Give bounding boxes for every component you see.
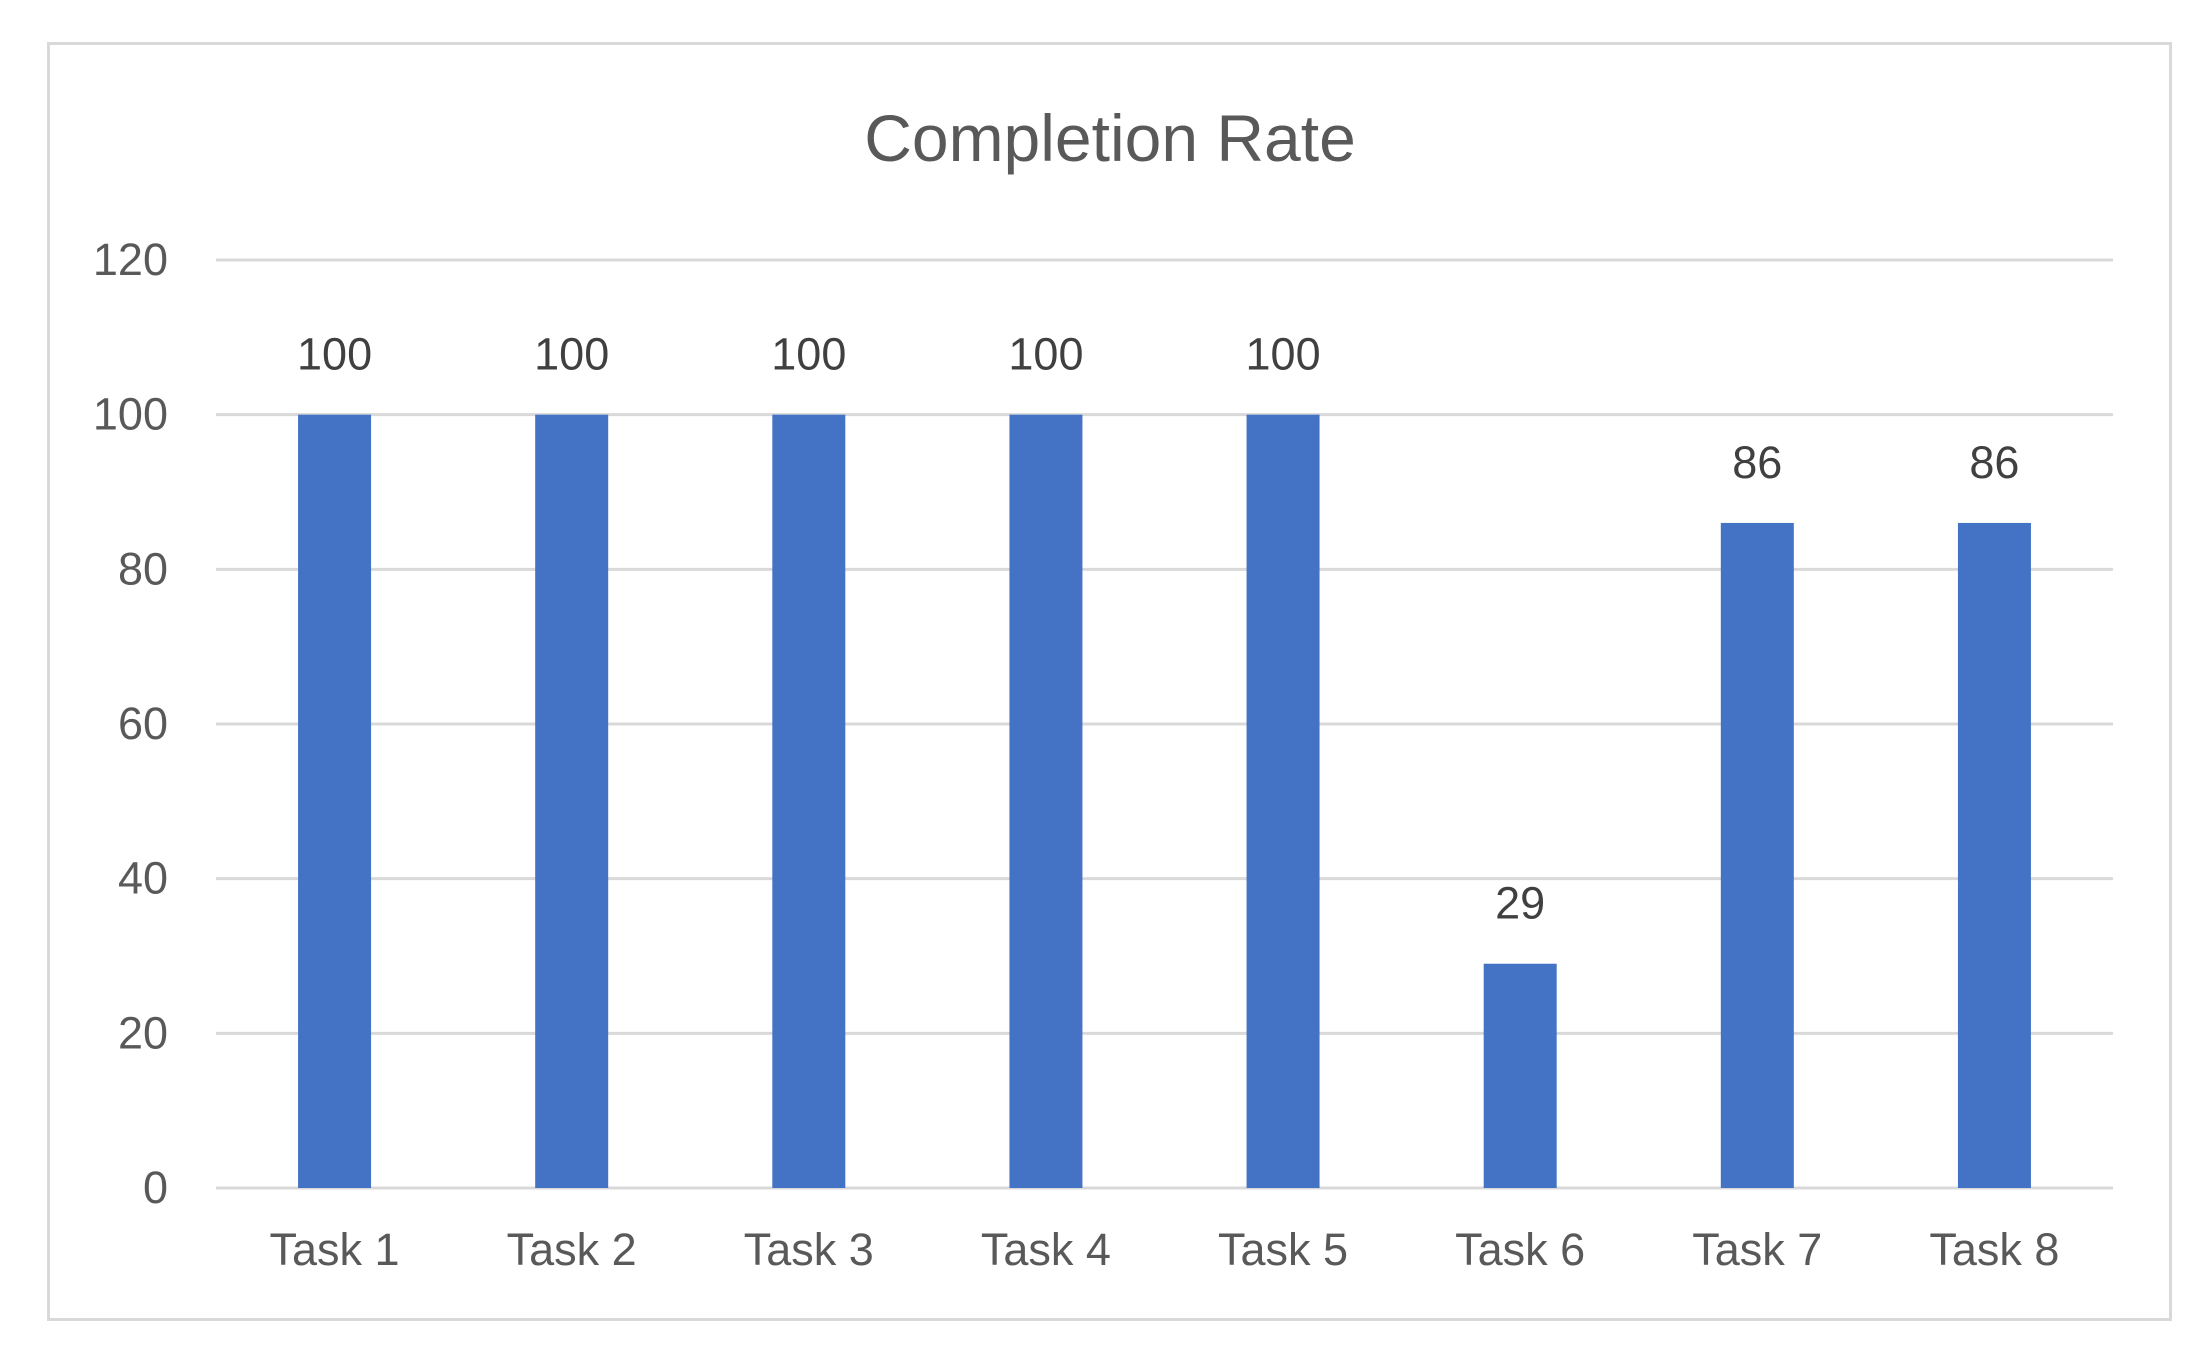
x-tick-label: Task 7 <box>1692 1224 1822 1275</box>
x-tick-label: Task 2 <box>507 1224 637 1275</box>
x-tick-label: Task 3 <box>744 1224 874 1275</box>
data-label: 86 <box>1732 437 1782 488</box>
chart-title: Completion Rate <box>864 101 1356 175</box>
y-tick-label: 60 <box>118 698 168 749</box>
chart-frame <box>47 42 2172 1321</box>
bar-4 <box>1009 414 1083 1189</box>
gridlines <box>216 258 2113 1190</box>
x-axis-ticks: Task 1 Task 2 Task 3 Task 4 Task 5 Task 6 Task… <box>270 1224 2060 1275</box>
x-tick-label: Task 5 <box>1218 1224 1348 1275</box>
x-tick-label: Task 1 <box>270 1224 400 1275</box>
y-axis-ticks: 0 20 40 60 80 100 120 <box>93 234 168 1213</box>
y-tick-label: 0 <box>143 1162 168 1213</box>
data-label: 100 <box>1246 329 1321 380</box>
bar-7 <box>1720 522 1794 1188</box>
data-label: 100 <box>534 329 609 380</box>
bar-5 <box>1246 414 1320 1189</box>
x-tick-label: Task 4 <box>981 1224 1111 1275</box>
y-tick-label: 120 <box>93 234 168 285</box>
bars <box>298 414 2031 1189</box>
x-tick-label: Task 6 <box>1455 1224 1585 1275</box>
y-tick-label: 20 <box>118 1007 168 1058</box>
y-tick-label: 40 <box>118 853 168 904</box>
data-label: 86 <box>1969 437 2019 488</box>
y-tick-label: 80 <box>118 543 168 594</box>
bar-1 <box>298 414 372 1189</box>
data-label: 100 <box>297 329 372 380</box>
y-tick-label: 100 <box>93 389 168 440</box>
data-labels: 100 100 100 100 100 29 86 86 <box>297 329 2019 929</box>
bar-2 <box>535 414 609 1189</box>
bar-6 <box>1483 963 1557 1188</box>
data-label: 29 <box>1495 878 1545 929</box>
bar-8 <box>1957 522 2031 1188</box>
bar-3 <box>772 414 846 1189</box>
data-label: 100 <box>1008 329 1083 380</box>
data-label: 100 <box>771 329 846 380</box>
x-tick-label: Task 8 <box>1929 1224 2059 1275</box>
